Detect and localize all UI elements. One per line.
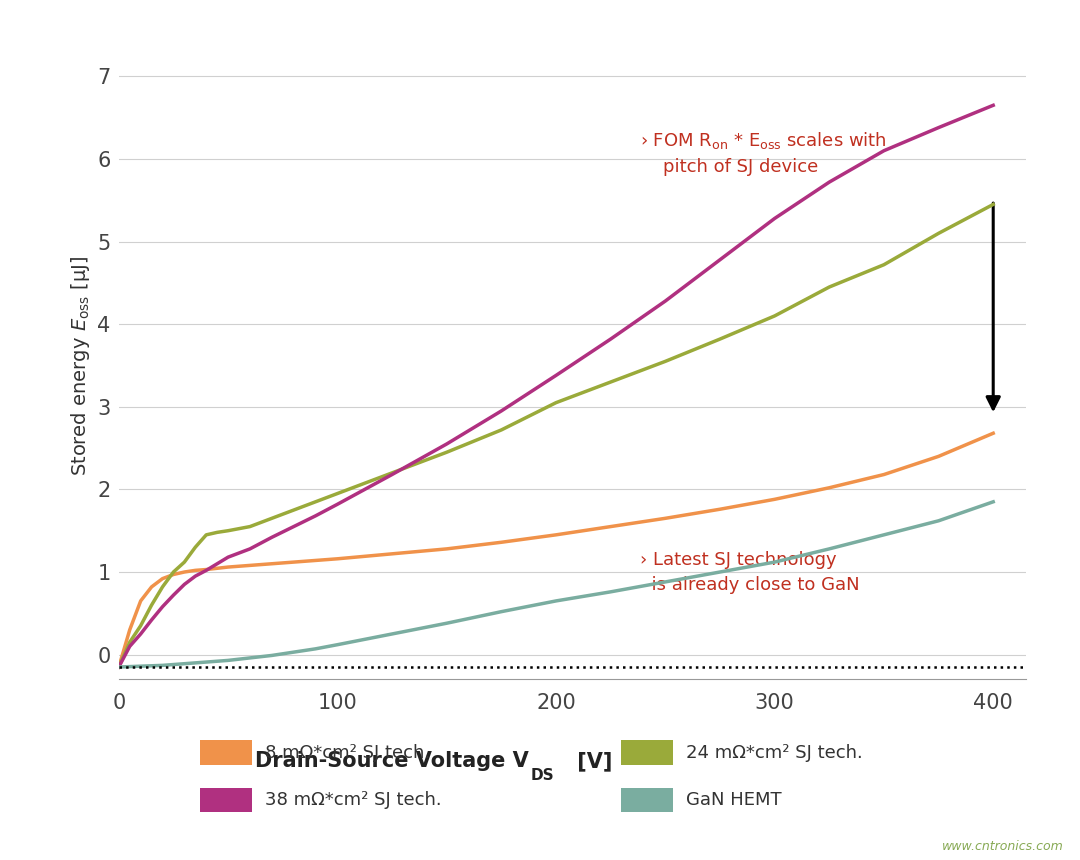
Text: Drain-Source Voltage V: Drain-Source Voltage V xyxy=(256,751,529,771)
Text: › FOM R$_{\mathrm{on}}$ * E$_{\mathrm{oss}}$ scales with
    pitch of SJ device: › FOM R$_{\mathrm{on}}$ * E$_{\mathrm{os… xyxy=(640,130,887,176)
Text: www.cntronics.com: www.cntronics.com xyxy=(942,840,1064,853)
Text: 8 mΩ*cm² SJ tech.: 8 mΩ*cm² SJ tech. xyxy=(265,744,430,761)
Y-axis label: Stored energy $E_{\mathrm{oss}}$ [μJ]: Stored energy $E_{\mathrm{oss}}$ [μJ] xyxy=(69,255,92,476)
Text: 24 mΩ*cm² SJ tech.: 24 mΩ*cm² SJ tech. xyxy=(686,744,863,761)
Text: DS: DS xyxy=(530,768,554,783)
Text: [V]: [V] xyxy=(570,751,612,771)
Text: GaN HEMT: GaN HEMT xyxy=(686,791,782,808)
Text: 38 mΩ*cm² SJ tech.: 38 mΩ*cm² SJ tech. xyxy=(265,791,442,808)
Text: › Latest SJ technology
  is already close to GaN: › Latest SJ technology is already close … xyxy=(640,550,860,593)
